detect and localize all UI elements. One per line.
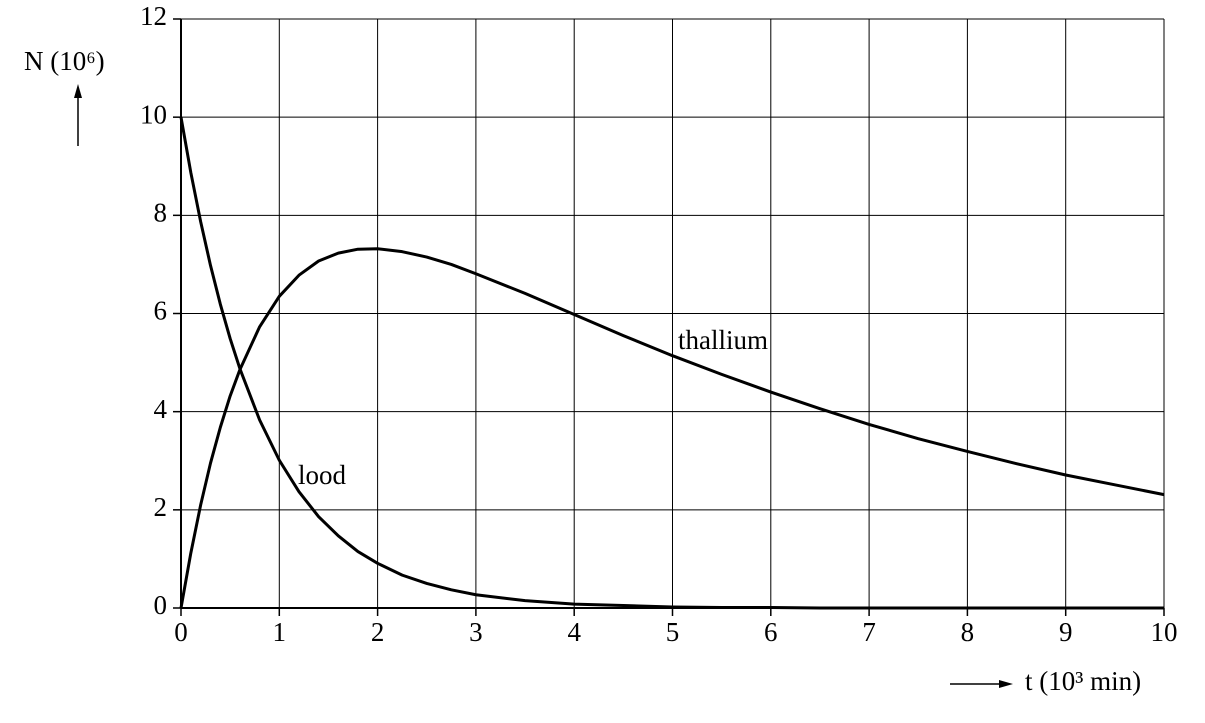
x-tick-label: 6 xyxy=(764,617,778,647)
line xyxy=(179,116,1164,610)
annotation: lood xyxy=(298,460,347,490)
y-arrow-head xyxy=(74,84,82,98)
x-tick-label: 0 xyxy=(174,617,188,647)
y-tick-label: 0 xyxy=(154,590,168,620)
x-tick-label: 2 xyxy=(371,617,385,647)
x-arrow-head xyxy=(999,680,1013,688)
x-tick-label: 5 xyxy=(666,617,680,647)
x-axis-label: t (10³ min) xyxy=(1025,666,1141,696)
y-tick-label: 4 xyxy=(154,394,168,424)
x-tick-label: 3 xyxy=(469,617,483,647)
x-tick-label: 10 xyxy=(1151,617,1178,647)
y-tick-label: 8 xyxy=(154,198,168,228)
x-tick-label: 8 xyxy=(961,617,975,647)
annotation: thallium xyxy=(678,325,768,355)
x-tick-label: 7 xyxy=(862,617,876,647)
line xyxy=(179,247,1165,609)
y-tick-label: 6 xyxy=(154,296,168,326)
y-tick-label: 2 xyxy=(154,492,168,522)
x-tick-label: 4 xyxy=(567,617,581,647)
y-tick-label: 10 xyxy=(140,99,167,129)
x-tick-label: 1 xyxy=(273,617,287,647)
x-tick-label: 9 xyxy=(1059,617,1073,647)
y-axis-label: N (10⁶) xyxy=(24,46,105,76)
y-tick-label: 12 xyxy=(140,1,167,31)
